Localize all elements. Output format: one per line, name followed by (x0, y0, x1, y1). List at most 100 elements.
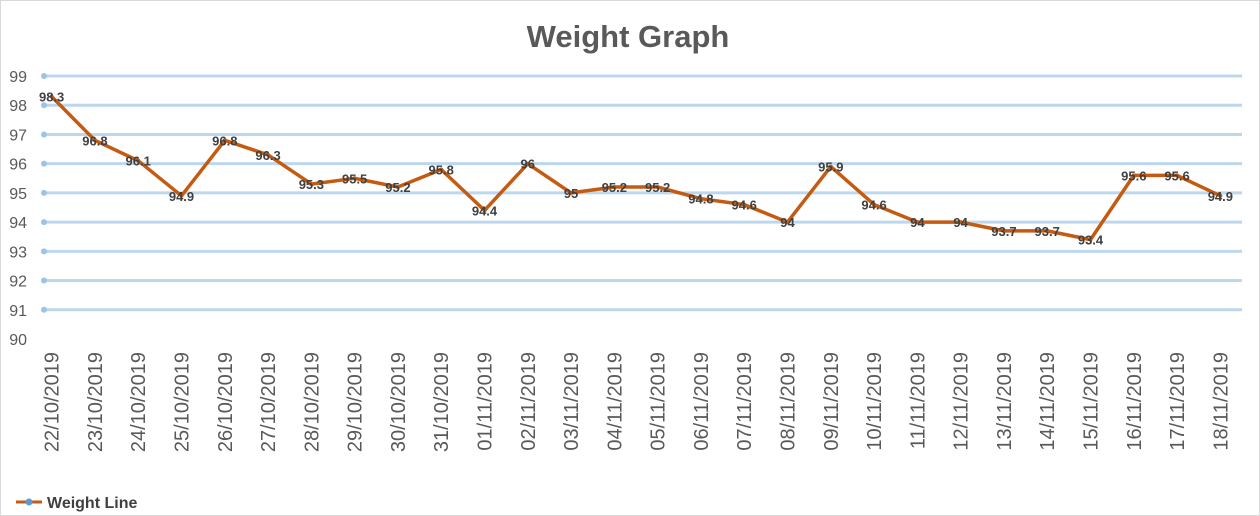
x-tick-label: 04/11/2019 (604, 352, 626, 451)
data-label: 95.6 (1164, 168, 1189, 183)
series-weight-line (49, 94, 1223, 242)
data-point (222, 138, 227, 143)
y-tick-label: 99 (9, 69, 27, 86)
data-point (742, 202, 747, 207)
data-label: 94.8 (688, 192, 713, 207)
data-label: 98.3 (39, 89, 64, 104)
x-tick-label: 15/11/2019 (1081, 352, 1103, 451)
data-label: 94.9 (169, 189, 194, 204)
data-point (1175, 173, 1180, 178)
data-point (828, 164, 833, 169)
data-point (352, 176, 357, 181)
chart-title: Weight Graph (527, 19, 730, 54)
data-label: 95.2 (645, 180, 670, 195)
x-tick-label: 23/10/2019 (85, 352, 107, 452)
x-tick-label: 16/11/2019 (1124, 352, 1146, 451)
data-label: 94 (780, 215, 795, 230)
data-label: 93.7 (1035, 224, 1060, 239)
x-tick-label: 06/11/2019 (691, 352, 713, 451)
y-tick-label: 92 (9, 274, 27, 291)
data-label: 94 (910, 215, 925, 230)
data-label: 96.3 (255, 148, 280, 163)
gridlines (41, 73, 1242, 313)
data-point (92, 138, 97, 143)
data-point (136, 158, 141, 163)
x-tick-label: 28/10/2019 (301, 352, 323, 452)
y-tick-label: 95 (9, 186, 27, 203)
data-point (1218, 193, 1223, 198)
x-tick-label: 17/11/2019 (1167, 352, 1189, 451)
data-label: 94.4 (472, 203, 498, 218)
x-tick-label: 26/10/2019 (215, 352, 237, 452)
data-point (266, 152, 271, 157)
data-point (1131, 173, 1136, 178)
x-tick-label: 18/11/2019 (1210, 352, 1232, 451)
data-label: 93.4 (1078, 233, 1104, 248)
gridline-marker (41, 160, 47, 167)
x-tick-label: 25/10/2019 (172, 352, 194, 452)
x-tick-label: 30/10/2019 (388, 352, 410, 452)
x-tick-label: 14/11/2019 (1037, 352, 1059, 451)
data-label: 94.6 (861, 198, 886, 213)
gridline-marker (41, 73, 47, 79)
y-tick-label: 96 (9, 157, 27, 174)
y-tick-label: 97 (9, 127, 27, 144)
data-point (872, 202, 877, 207)
legend[interactable]: Weight Line (16, 495, 137, 512)
x-axis-ticks: 22/10/2019 23/10/2019 24/10/2019 25/10/2019… (42, 352, 1233, 452)
gridline-marker (41, 306, 47, 313)
x-tick-label: 13/11/2019 (994, 352, 1016, 451)
x-tick-label: 24/10/2019 (128, 352, 150, 452)
x-tick-label: 10/11/2019 (864, 352, 886, 451)
y-tick-label: 98 (9, 98, 27, 115)
data-label: 96.8 (82, 133, 107, 148)
data-point (179, 193, 184, 198)
data-label: 94 (953, 215, 968, 230)
data-point (1045, 228, 1050, 233)
gridline-marker (41, 277, 47, 284)
data-label: 96 (521, 157, 535, 172)
data-label: 94.9 (1208, 189, 1233, 204)
data-label: 94.6 (732, 198, 757, 213)
data-label: 95 (564, 186, 578, 201)
y-tick-label: 94 (9, 215, 27, 232)
gridline-marker (41, 248, 47, 255)
data-point (309, 182, 314, 187)
gridline-marker (41, 131, 47, 138)
data-point (1088, 237, 1093, 242)
data-point (655, 185, 660, 190)
data-point (612, 185, 617, 190)
y-tick-label: 93 (9, 244, 27, 261)
data-label: 96.1 (126, 154, 151, 169)
y-axis-ticks: 90 91 92 93 94 95 96 97 98 99 (9, 69, 27, 349)
data-label: 95.6 (1121, 168, 1146, 183)
x-tick-label: 03/11/2019 (561, 352, 583, 451)
data-label: 95.9 (818, 160, 843, 175)
data-point (49, 94, 54, 99)
x-tick-label: 07/11/2019 (734, 352, 756, 451)
x-tick-label: 22/10/2019 (42, 352, 64, 452)
gridline-marker (41, 189, 47, 196)
x-tick-label: 08/11/2019 (778, 352, 800, 451)
x-tick-label: 09/11/2019 (821, 352, 843, 451)
y-tick-label: 91 (9, 303, 27, 320)
x-tick-label: 12/11/2019 (951, 352, 973, 451)
data-label: 95.2 (602, 180, 627, 195)
x-tick-label: 02/11/2019 (518, 352, 540, 451)
legend-label: Weight Line (47, 495, 137, 512)
gridline-marker (41, 102, 47, 109)
gridline-marker (41, 219, 47, 226)
x-tick-label: 29/10/2019 (345, 352, 367, 452)
data-labels: 98.3 96.8 96.1 94.9 96.8 96.3 95.3 95.5 95.2 95.8… (39, 89, 1233, 247)
data-point (958, 220, 963, 225)
data-label: 95.8 (429, 163, 454, 178)
x-tick-label: 05/11/2019 (648, 352, 670, 451)
legend-marker (25, 498, 33, 506)
data-point (1001, 228, 1006, 233)
data-label: 93.7 (991, 224, 1016, 239)
data-label: 95.3 (299, 177, 324, 192)
data-point (915, 220, 920, 225)
data-point (482, 208, 487, 213)
